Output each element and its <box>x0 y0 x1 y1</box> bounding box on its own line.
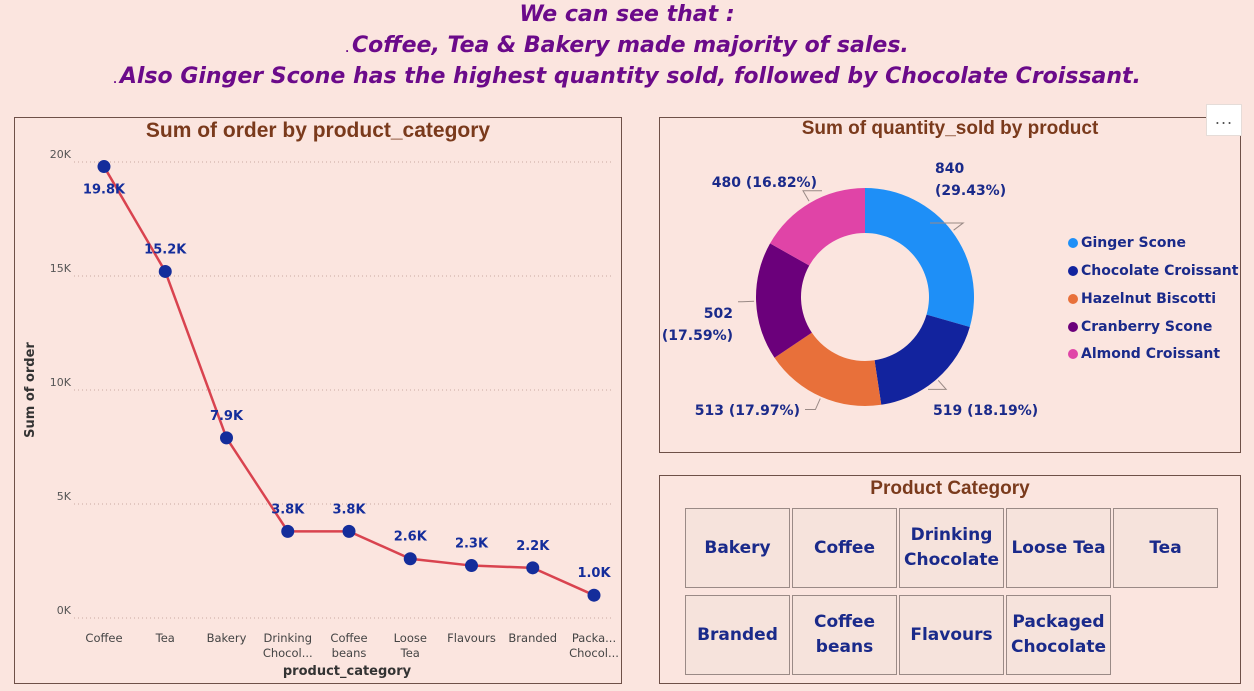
x-tick-label: Packa... <box>572 631 616 645</box>
slicer-option-flavours[interactable]: Flavours <box>899 595 1004 675</box>
data-point <box>403 552 417 566</box>
bullet: . <box>345 44 350 55</box>
x-tick-label: Chocol... <box>569 646 619 660</box>
legend-label: Chocolate Croissant <box>1081 263 1239 279</box>
slicer-option-coffee[interactable]: Coffee <box>792 508 897 588</box>
slicer-option-tea[interactable]: Tea <box>1113 508 1218 588</box>
legend-marker <box>1068 294 1078 304</box>
data-label: 3.8K <box>332 502 366 517</box>
data-label: 3.8K <box>271 502 305 517</box>
x-tick-label: Tea <box>155 631 175 645</box>
x-tick-label: Coffee <box>330 631 367 645</box>
bullet: . <box>113 75 117 86</box>
headline-line-3-text: Also Ginger Scone has the highest quanti… <box>119 64 1141 89</box>
legend-marker <box>1068 238 1078 248</box>
legend-marker <box>1068 266 1078 276</box>
legend-label: Hazelnut Biscotti <box>1081 291 1217 307</box>
legend-marker <box>1068 349 1078 359</box>
line-chart-title: Sum of order by product_category <box>145 119 491 142</box>
slicer-option-branded[interactable]: Branded <box>685 595 790 675</box>
donut-chart-title: Sum of quantity_sold by product <box>801 118 1099 139</box>
slicer-option-coffee-beans[interactable]: Coffee beans <box>792 595 897 675</box>
y-axis-title: Sum of order <box>23 342 38 438</box>
y-tick-label: 15K <box>50 262 72 275</box>
headline-line-2: . Coffee, Tea & Bakery made majority of s… <box>0 33 1254 58</box>
legend-item-ginger-scone[interactable]: Ginger Scone <box>1068 233 1186 253</box>
line-chart-panel[interactable] <box>14 117 622 684</box>
x-tick-label: Chocol... <box>263 646 313 660</box>
x-tick-label: Loose <box>394 631 427 645</box>
legend-label: Ginger Scone <box>1081 235 1187 251</box>
slicer-option-loose-tea[interactable]: Loose Tea <box>1006 508 1111 588</box>
legend-marker <box>1068 322 1078 332</box>
x-tick-label: beans <box>332 646 367 660</box>
y-tick-label: 5K <box>57 490 72 503</box>
legend-label: Almond Croissant <box>1081 346 1221 362</box>
x-tick-label: Bakery <box>207 631 247 645</box>
data-point <box>158 264 172 278</box>
data-label: 19.8K <box>83 183 126 198</box>
data-label: 7.9K <box>210 409 244 424</box>
legend-item-chocolate-croissant[interactable]: Chocolate Croissant <box>1068 261 1238 281</box>
legend-label: Cranberry Scone <box>1081 319 1213 335</box>
x-tick-label: Branded <box>508 631 557 645</box>
data-label: 2.6K <box>394 530 428 545</box>
data-label: 2.3K <box>455 537 489 552</box>
data-point <box>220 431 233 445</box>
legend-item-cranberry-scone[interactable]: Cranberry Scone <box>1068 317 1212 337</box>
data-point <box>587 588 601 602</box>
data-point <box>97 160 111 174</box>
x-tick-label: Flavours <box>447 631 496 645</box>
slicer-option-drinking-chocolate[interactable]: Drinking Chocolate <box>899 508 1004 588</box>
slicer-title: Product Category <box>870 478 1030 499</box>
x-tick-label: Drinking <box>263 631 312 645</box>
headline-line-3: . Also Ginger Scone has the highest quant… <box>0 64 1254 89</box>
headline-line-1: We can see that : <box>519 2 735 27</box>
x-tick-label: Tea <box>400 646 420 660</box>
headline-line-2-text: Coffee, Tea & Bakery made majority of sa… <box>352 33 909 58</box>
data-point <box>465 559 478 573</box>
donut-chart-panel[interactable] <box>659 117 1241 453</box>
data-point <box>281 524 295 538</box>
more-options-button[interactable]: ... <box>1206 104 1242 136</box>
data-label: 15.2K <box>144 242 187 257</box>
data-point <box>526 561 540 575</box>
legend-item-almond-croissant[interactable]: Almond Croissant <box>1068 344 1220 364</box>
line-chart[interactable]: 0K 5K 10K 15K 20K Sum of order product_categor… <box>14 117 622 684</box>
data-label: 1.0K <box>577 566 611 581</box>
y-tick-label: 0K <box>57 604 72 617</box>
slicer-option-bakery[interactable]: Bakery <box>685 508 790 588</box>
data-point <box>342 524 356 538</box>
x-axis-title: product_category <box>283 664 412 679</box>
legend-item-hazelnut-biscotti[interactable]: Hazelnut Biscotti <box>1068 289 1216 309</box>
y-tick-label: 10K <box>50 376 72 389</box>
y-tick-label: 20K <box>50 148 72 161</box>
slicer-option-packaged-chocolate[interactable]: Packaged Chocolate <box>1006 595 1111 675</box>
data-label: 2.2K <box>516 539 550 554</box>
x-tick-label: Coffee <box>85 631 122 645</box>
